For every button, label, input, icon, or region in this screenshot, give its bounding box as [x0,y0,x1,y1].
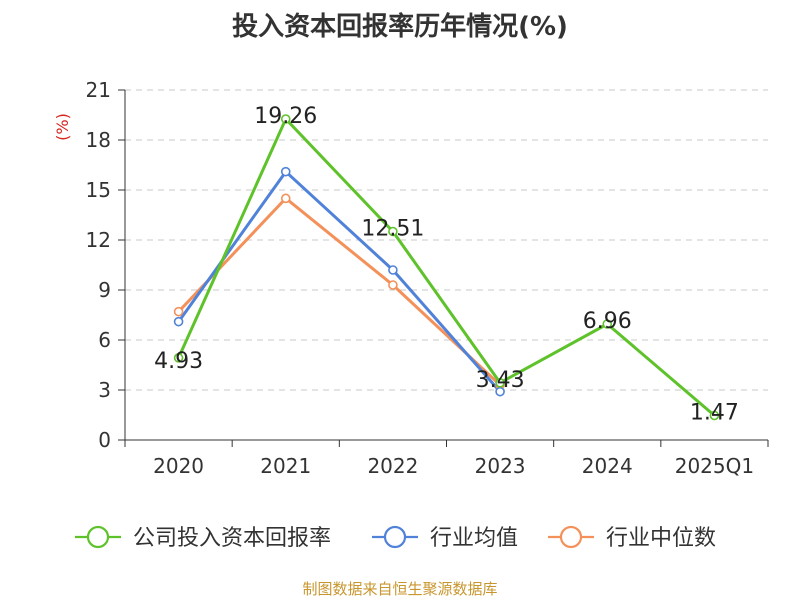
legend-label: 行业均值 [430,526,518,551]
series-point [280,193,291,204]
y-axis-label: (%) [53,113,72,141]
x-tick-label: 2023 [475,454,526,478]
series-line [177,170,502,394]
y-tick-label: 12 [86,228,111,252]
data-label: 19.26 [254,104,317,129]
series-point [495,386,505,397]
legend-marker [86,525,110,549]
data-label: 6.96 [583,309,632,334]
series-point [602,319,613,329]
x-tick-label: 2020 [153,454,204,478]
series-point [173,353,184,363]
x-tick-label: 2022 [367,454,418,478]
y-tick-label: 21 [86,78,111,102]
series-point [388,226,398,237]
series-point [280,166,291,177]
series-point [388,265,398,275]
x-tick-label: 2024 [582,454,633,478]
legend-label: 公司投入资本回报率 [133,526,331,551]
y-tick-label: 15 [86,178,111,202]
series-point [173,316,184,327]
series-point [388,280,398,290]
series-line [177,117,716,417]
y-tick-label: 18 [86,128,111,152]
series-point [709,410,720,421]
series-line [177,196,502,387]
series-point [173,306,184,317]
x-tick-label: 2021 [260,454,311,478]
chart-title: 投入资本回报率历年情况(%) [232,12,568,42]
y-tick-label: 0 [98,428,111,452]
legend-marker [559,525,583,549]
source-note: 制图数据来自恒生聚源数据库 [302,580,498,598]
x-tick-label: 2025Q1 [675,454,754,478]
data-label: 1.47 [690,401,739,426]
y-tick-label: 6 [98,328,111,352]
legend-label: 行业中位数 [606,526,716,551]
series-point [495,378,505,388]
data-label: 12.51 [361,217,424,242]
data-label: 4.93 [154,349,203,374]
legend-marker [383,525,407,549]
series-point [280,114,291,124]
y-tick-label: 3 [98,378,111,402]
data-label: 3.43 [476,368,525,393]
y-tick-label: 9 [98,278,111,302]
